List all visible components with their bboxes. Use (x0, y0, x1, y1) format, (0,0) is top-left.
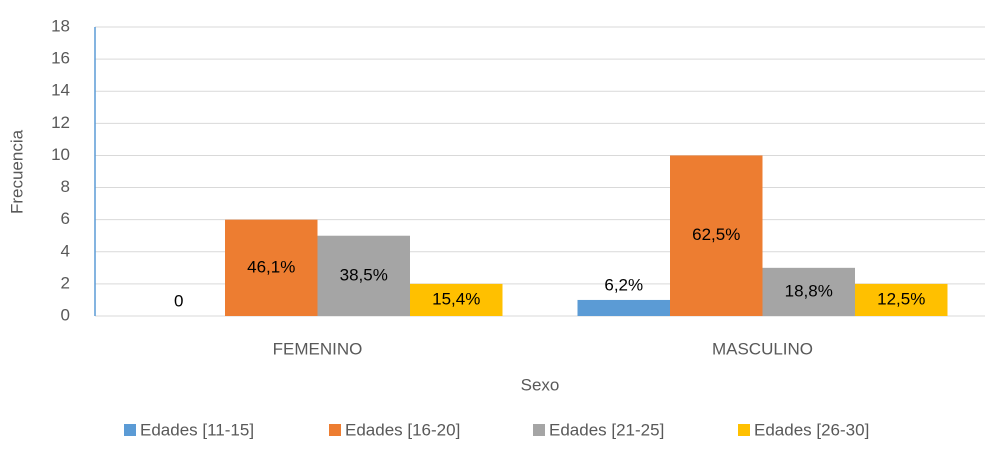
data-label: 38,5% (340, 265, 388, 284)
bar (317, 235, 410, 316)
y-tick-label: 6 (61, 209, 70, 228)
data-label: 0 (174, 291, 183, 310)
x-axis-title: Sexo (521, 375, 560, 394)
data-label: 12,5% (877, 289, 925, 308)
y-axis-title: Frecuencia (7, 129, 26, 214)
bar (855, 283, 948, 316)
bar (670, 155, 763, 316)
data-label: 6,2% (604, 275, 643, 294)
x-tick-label: MASCULINO (712, 339, 813, 358)
bar (225, 219, 318, 316)
legend-label: Edades [21-25] (549, 420, 664, 439)
legend-swatch (329, 424, 341, 436)
y-tick-label: 18 (51, 16, 70, 35)
bar (410, 283, 503, 316)
y-tick-label: 10 (51, 145, 70, 164)
legend-swatch (124, 424, 136, 436)
legend-swatch (533, 424, 545, 436)
y-tick-label: 14 (51, 81, 70, 100)
legend-label: Edades [11-15] (140, 420, 254, 439)
legend-swatch (738, 424, 750, 436)
y-tick-label: 8 (61, 177, 70, 196)
data-label: 18,8% (785, 281, 833, 300)
legend-label: Edades [16-20] (345, 420, 460, 439)
bar (577, 299, 670, 316)
bar (762, 267, 855, 316)
data-label: 62,5% (692, 225, 740, 244)
y-tick-label: 12 (51, 113, 70, 132)
x-tick-label: FEMENINO (273, 339, 363, 358)
y-tick-label: 16 (51, 49, 70, 68)
y-tick-label: 0 (61, 305, 70, 324)
y-tick-label: 2 (61, 273, 70, 292)
data-label: 46,1% (247, 257, 295, 276)
legend-label: Edades [26-30] (754, 420, 869, 439)
y-tick-label: 4 (61, 241, 70, 260)
data-label: 15,4% (432, 289, 480, 308)
